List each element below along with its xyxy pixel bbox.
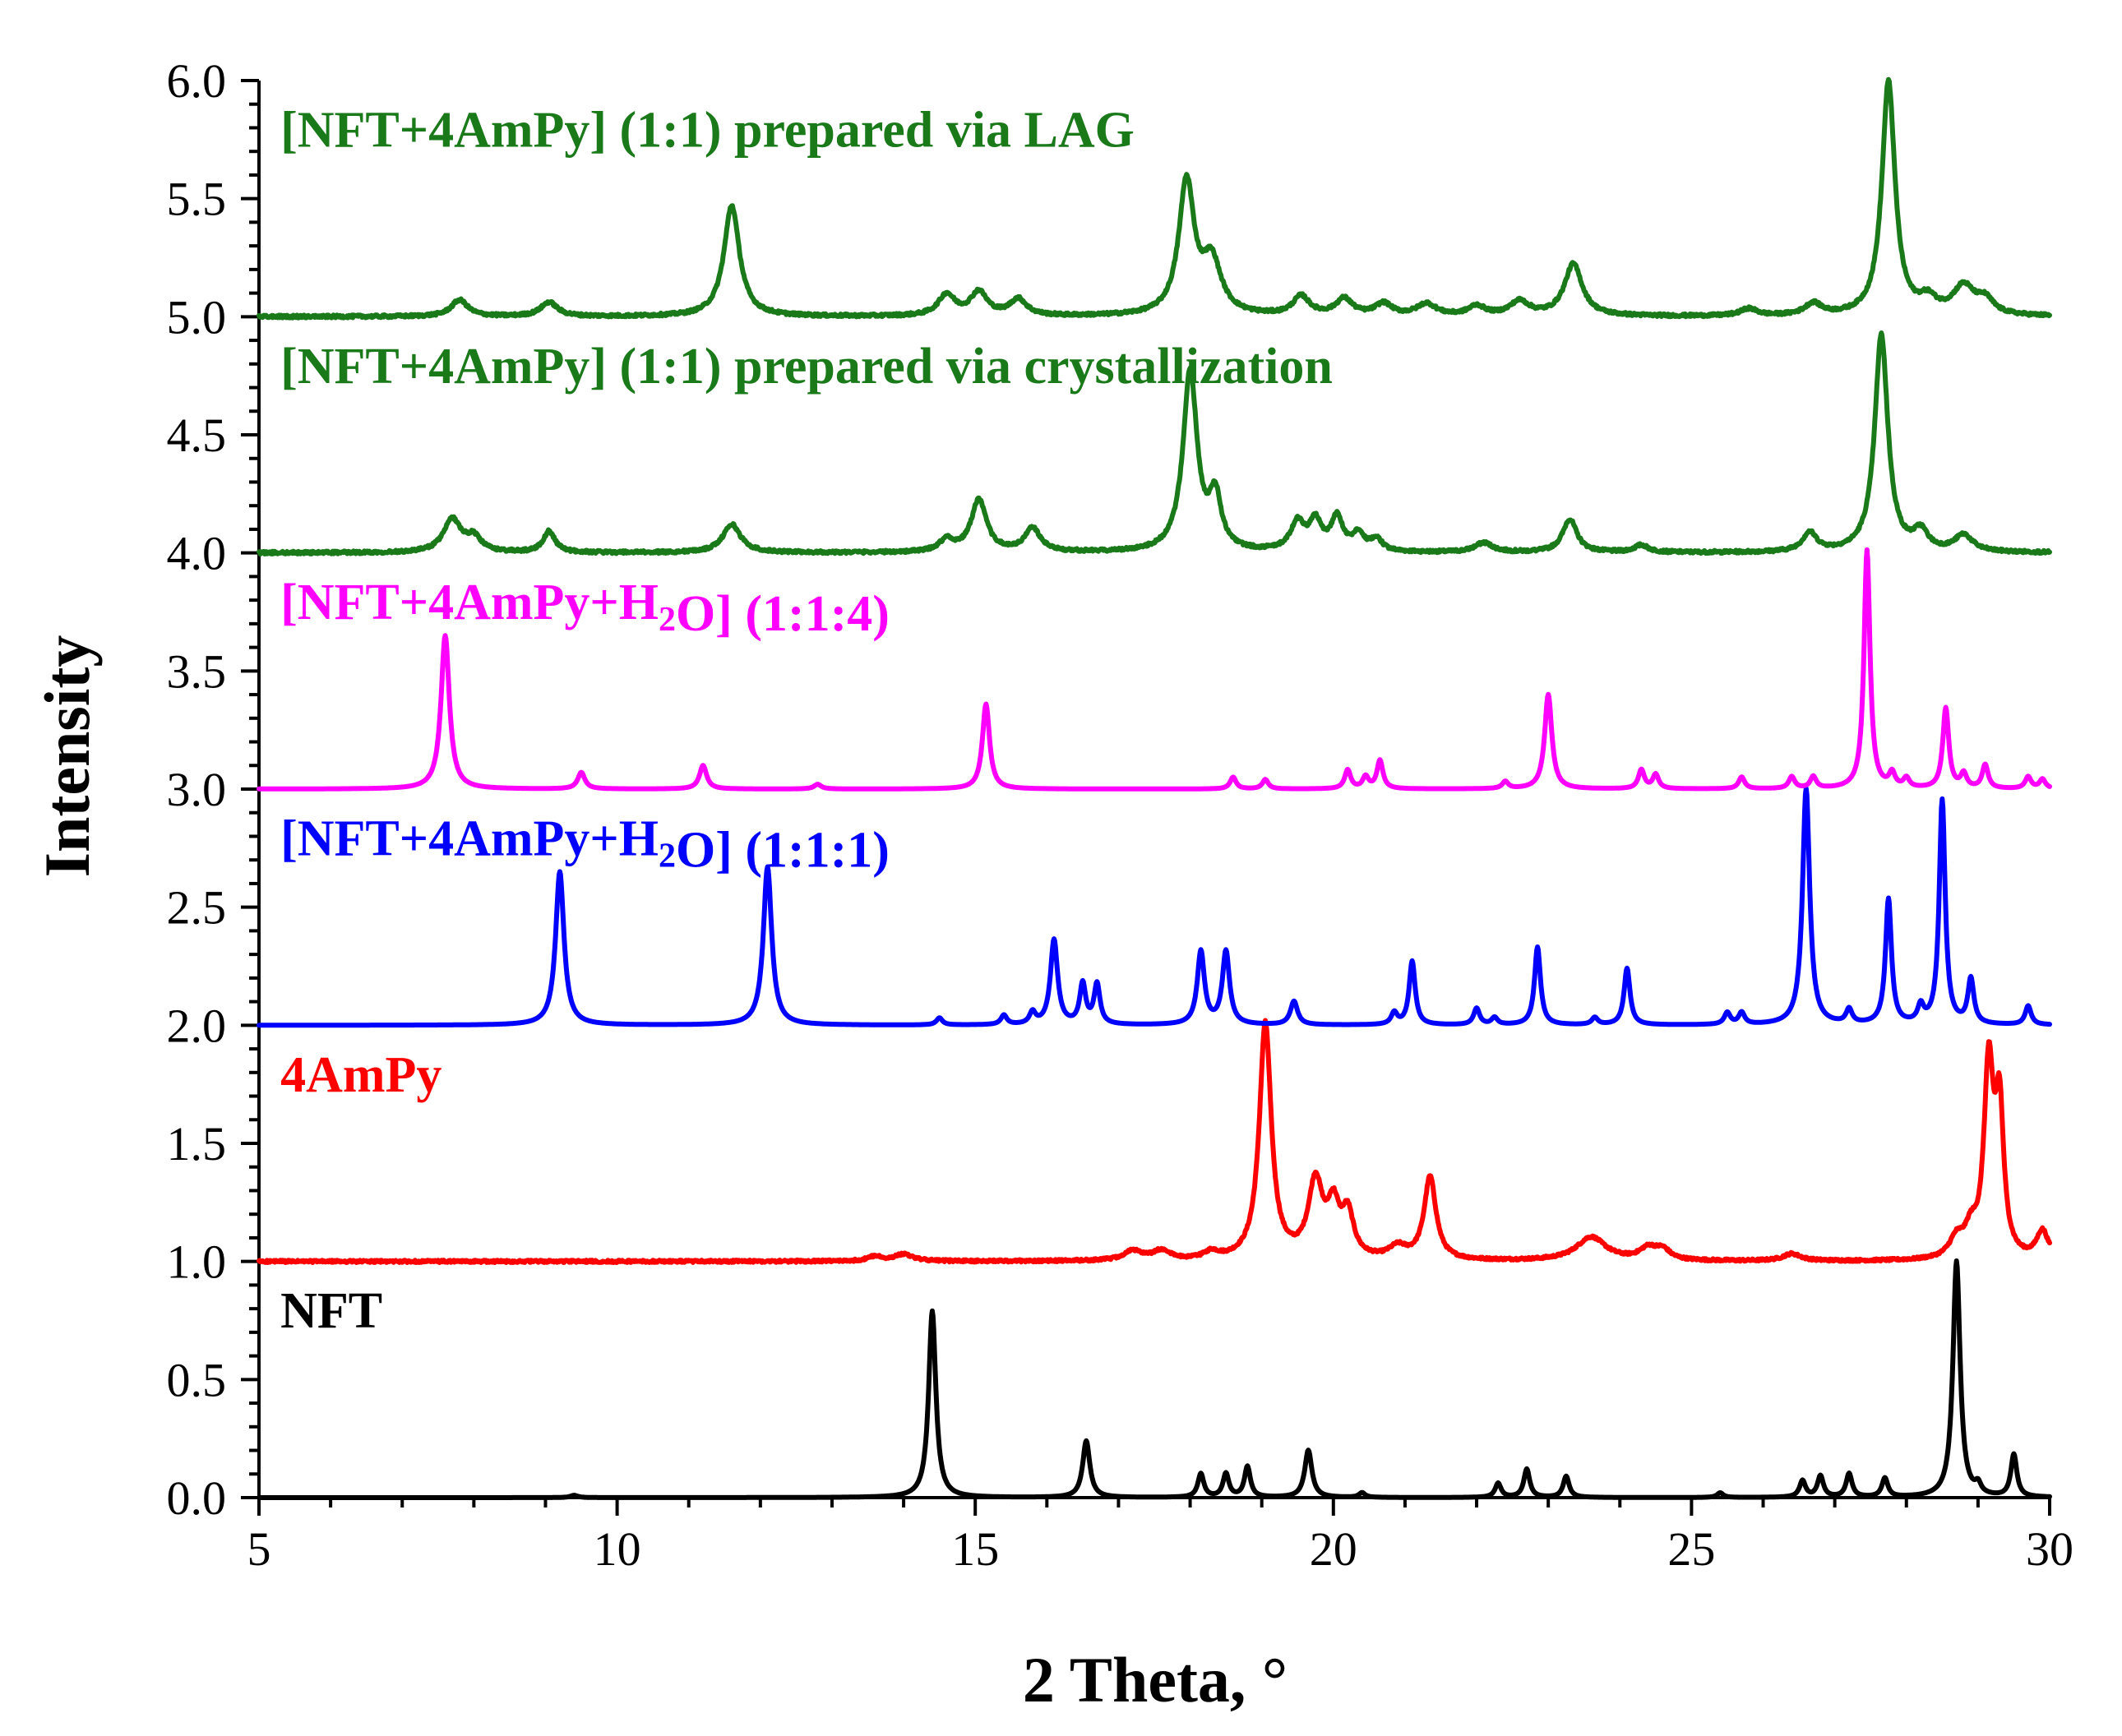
y-tick-label: 1.5 bbox=[167, 1117, 227, 1170]
y-tick-label: 6.0 bbox=[167, 54, 227, 108]
label-text: [NFT+4AmPy] (1:1) prepared via crystalli… bbox=[280, 339, 1333, 395]
x-axis-title: 2 Theta, ° bbox=[1023, 1644, 1288, 1715]
x-tick-label: 10 bbox=[594, 1522, 641, 1576]
traces bbox=[257, 76, 2052, 1500]
label-text: [NFT+4AmPy+H bbox=[280, 575, 659, 630]
y-tick-label: 3.5 bbox=[167, 644, 227, 698]
axes: 5 10 15 20 25 30 0.0 0.5 1.0 1.5 2.0 2.5 3.0 3.5 4.0 4.… bbox=[167, 54, 2074, 1576]
label-text: O] (1:1:1) bbox=[676, 822, 890, 878]
label-text: O] (1:1:4) bbox=[676, 586, 890, 642]
y-tick-label: 2.5 bbox=[167, 881, 227, 935]
label-text: NFT bbox=[280, 1283, 382, 1339]
x-tick-label: 5 bbox=[247, 1522, 271, 1576]
series-line-h2o-114 bbox=[257, 547, 2052, 792]
label-text: [NFT+4AmPy] (1:1) prepared via LAG bbox=[280, 102, 1135, 158]
y-tick-label: 0.5 bbox=[167, 1353, 227, 1406]
y-tick-label: 4.0 bbox=[167, 527, 227, 580]
series-label-ampy: 4AmPy bbox=[280, 1047, 442, 1103]
series-line-lag bbox=[257, 76, 2052, 321]
y-tick-label: 1.0 bbox=[167, 1235, 227, 1289]
x-tick-label: 30 bbox=[2026, 1522, 2073, 1576]
series-label-lag: [NFT+4AmPy] (1:1) prepared via LAG bbox=[280, 102, 1135, 158]
y-tick-label: 5.5 bbox=[167, 173, 227, 226]
label-text: 4AmPy bbox=[280, 1047, 442, 1103]
series-label-h2o-114: [NFT+4AmPy+H2O] (1:1:4) bbox=[280, 575, 890, 642]
series-label-h2o-111: [NFT+4AmPy+H2O] (1:1:1) bbox=[280, 810, 890, 878]
x-tick-label: 15 bbox=[951, 1522, 999, 1576]
y-tick-label: 0.0 bbox=[167, 1471, 227, 1525]
series-line-ampy bbox=[257, 1018, 2052, 1265]
y-tick-label: 3.0 bbox=[167, 763, 227, 816]
x-tick-label: 20 bbox=[1310, 1522, 1357, 1576]
series-line-cryst bbox=[257, 330, 2052, 557]
series-label-cryst: [NFT+4AmPy] (1:1) prepared via crystalli… bbox=[280, 339, 1333, 395]
label-subscript: 2 bbox=[659, 837, 676, 875]
y-axis-title: Intensity bbox=[31, 635, 103, 878]
y-tick-label: 4.5 bbox=[167, 409, 227, 462]
series-line-nft bbox=[257, 1258, 2052, 1500]
series-line-h2o-111 bbox=[257, 786, 2052, 1028]
label-text: [NFT+4AmPy+H bbox=[280, 810, 659, 866]
y-tick-label: 2.0 bbox=[167, 999, 227, 1052]
label-subscript: 2 bbox=[659, 601, 676, 639]
x-tick-label: 25 bbox=[1667, 1522, 1715, 1576]
series-label-nft: NFT bbox=[280, 1283, 382, 1339]
y-tick-label: 5.0 bbox=[167, 290, 227, 344]
